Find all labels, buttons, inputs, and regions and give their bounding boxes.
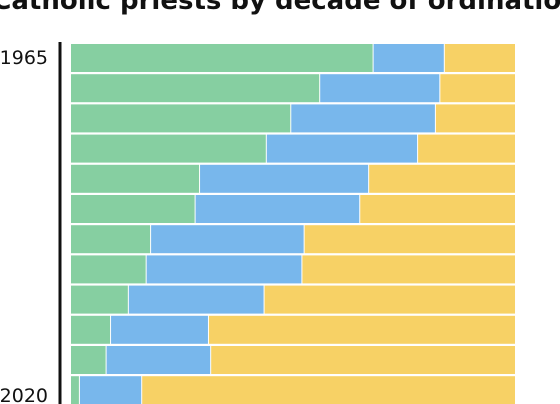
bar-segment-2010-s3: [208, 315, 515, 344]
bar-segment-1985-s1: [71, 164, 200, 193]
bar-segment-1975-s1: [71, 104, 291, 133]
bar-segment-1995-s2: [151, 225, 304, 254]
bar-segment-1980-s3: [418, 134, 515, 163]
bar-segment-2000-s1: [71, 255, 146, 284]
bar-segment-2020-s3: [142, 376, 515, 404]
bar-segment-1980-s2: [266, 134, 418, 163]
chart-title: Catholic priests by decade of ordination: [0, 0, 560, 16]
bar-segment-2000-s3: [302, 255, 515, 284]
bar-segment-2020-s2: [79, 376, 142, 404]
bar-segment-1995-s3: [304, 225, 516, 254]
bar-segment-2005-s2: [128, 285, 264, 314]
bar-segment-2010-s2: [111, 315, 208, 344]
bar-segment-2005-s1: [71, 285, 128, 314]
bar-segment-1965-s2: [373, 44, 444, 72]
bars-group: [71, 44, 516, 404]
bar-segment-2015-s3: [211, 346, 515, 374]
bar-segment-2020-s1: [71, 376, 79, 404]
bar-segment-2010-s1: [71, 315, 111, 344]
bar-segment-1970-s1: [71, 74, 320, 103]
bar-segment-1980-s1: [71, 134, 266, 163]
bar-segment-1965-s1: [71, 44, 373, 72]
bar-segment-1990-s2: [195, 195, 360, 223]
y-tick-label-last: 2020: [0, 385, 48, 404]
bar-segment-1975-s3: [435, 104, 515, 133]
bar-segment-1985-s2: [200, 164, 369, 193]
bar-segment-1985-s3: [369, 164, 515, 193]
bar-segment-2000-s2: [146, 255, 302, 284]
bar-segment-1990-s1: [71, 195, 195, 223]
bar-segment-1970-s2: [320, 74, 440, 103]
y-tick-label-first: 1965: [0, 47, 48, 69]
bar-segment-1975-s2: [291, 104, 435, 133]
bar-segment-1965-s3: [444, 44, 515, 72]
bar-segment-2005-s3: [264, 285, 516, 314]
bar-segment-1990-s3: [360, 195, 515, 223]
bar-segment-1970-s3: [440, 74, 515, 103]
bar-segment-2015-s2: [106, 346, 211, 374]
bar-segment-2015-s1: [71, 346, 106, 374]
bar-segment-1995-s1: [71, 225, 151, 254]
